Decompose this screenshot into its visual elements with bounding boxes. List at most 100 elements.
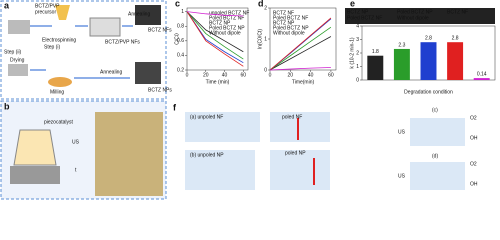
- y-tick-label: 2: [356, 50, 359, 56]
- label: t: [75, 167, 77, 173]
- label: (d): [432, 153, 438, 159]
- x-tick-label: 20: [203, 72, 209, 78]
- y-tick-label: 4: [356, 23, 359, 29]
- label: OH: [470, 181, 478, 187]
- legend-label: Poled BCTZ NP: [209, 25, 245, 31]
- y-tick-label: 1: [264, 36, 267, 42]
- value-label: 1.8: [372, 49, 379, 55]
- label: US: [398, 173, 406, 179]
- series-line: [269, 26, 332, 71]
- stirrer: [8, 20, 30, 34]
- x-tick-label: 20: [288, 72, 294, 78]
- label: b: [4, 101, 10, 111]
- legend-label: Poled BCTZ NF: [273, 15, 308, 21]
- y-tick-label: 0: [264, 67, 267, 73]
- label: BCTZ/PVP NFs: [105, 39, 140, 45]
- y-tick-label: 1: [181, 9, 184, 15]
- y-tick-label: 0: [356, 77, 359, 83]
- label: Annealing: [128, 11, 150, 17]
- label: Step (ii): [4, 49, 22, 55]
- page: a BCTZ/PVP precursor Electrospinning Step (i…: [0, 0, 496, 200]
- label: c: [175, 0, 180, 8]
- x-tick-label: 0: [186, 72, 189, 78]
- series-line: [269, 36, 332, 71]
- series-line: [186, 11, 244, 17]
- y-tick-label: 1: [356, 64, 359, 70]
- label: piezocatalyst: [44, 119, 74, 125]
- legend-label: Without dipole: [209, 30, 241, 36]
- value-label: 2.8: [452, 36, 459, 42]
- legend-label: Poled BCTZ NP: [273, 25, 309, 31]
- label: BCTZ NPs: [148, 87, 172, 93]
- bar: [447, 42, 464, 80]
- label: (a) unpoled NF: [190, 114, 223, 120]
- sonicator: [10, 166, 60, 184]
- label: BCTZ NFs: [148, 27, 172, 33]
- y-tick-label: 0.4: [177, 53, 184, 59]
- label: Annealing: [100, 69, 122, 75]
- legend-label: unpoled BCTZ NF: [209, 10, 249, 16]
- f-box6: [410, 162, 465, 190]
- dryer: [8, 64, 28, 76]
- f-box5: [410, 118, 465, 146]
- series-line: [186, 11, 244, 53]
- legend-label: Poled BCTZ NP: [397, 9, 433, 15]
- y-axis-label: k (10-2 min-1): [349, 37, 355, 68]
- f-box3: [185, 150, 255, 190]
- label: a: [4, 0, 10, 10]
- label: poled NP: [285, 150, 306, 156]
- label: (b) unpoled NP: [190, 152, 224, 158]
- e-legend-bg: [345, 8, 495, 24]
- legend-label: BCTZ NP: [273, 20, 295, 26]
- label: Drying: [10, 57, 25, 63]
- legend-label: Poled BCTZ NF: [209, 15, 244, 21]
- np-image: [135, 62, 161, 84]
- label: poled NF: [282, 114, 302, 120]
- bar: [393, 48, 410, 80]
- collector: [89, 17, 121, 37]
- label: OH: [470, 135, 478, 141]
- value-label: 2.8: [425, 36, 432, 42]
- x-axis-label: Time (min): [206, 79, 230, 85]
- dipole-arrows: [297, 118, 315, 185]
- f-box2: [270, 112, 330, 142]
- series-line: [269, 17, 332, 71]
- value-label: 0.14: [477, 71, 487, 77]
- bar: [420, 42, 437, 80]
- x-tick-label: 60: [328, 72, 334, 78]
- nf-image: [135, 5, 161, 25]
- y-tick-label: 0.8: [177, 24, 184, 30]
- y-tick-label: 2: [264, 5, 267, 11]
- label: (c): [432, 107, 438, 113]
- legend-label: Without dipole: [273, 30, 305, 36]
- x-tick-label: 40: [222, 72, 228, 78]
- legend-label: BCTZ NF: [273, 10, 294, 16]
- x-axis-label: Time(min): [292, 79, 315, 85]
- label: O2: [470, 115, 477, 121]
- syringe: [55, 5, 70, 20]
- mortar: [48, 77, 72, 87]
- y-tick-label: 3: [356, 37, 359, 43]
- f-box1: [185, 112, 260, 142]
- x-tick-label: 60: [241, 72, 247, 78]
- legend-label: Poled BCTZ NF: [347, 15, 382, 21]
- label: US: [398, 129, 406, 135]
- value-label: 2.3: [398, 42, 405, 48]
- legend-label: BCTZ NP: [347, 9, 369, 15]
- flask: [13, 129, 57, 166]
- label: BCTZ/PVP: [35, 3, 60, 9]
- y-axis-label: C/C0: [174, 33, 180, 45]
- y-axis-label: ln(C0/Ct): [257, 29, 263, 49]
- f-box4: [270, 150, 330, 190]
- bar: [473, 78, 490, 80]
- label: Electrospinning: [42, 37, 76, 43]
- bar: [367, 55, 384, 80]
- label: d: [258, 0, 264, 8]
- x-tick-label: 0: [269, 72, 272, 78]
- plot-frame: [186, 7, 249, 71]
- x-tick-label: 40: [308, 72, 314, 78]
- legend-label: BCTZ NF: [447, 9, 468, 15]
- vials-photo: [95, 112, 163, 196]
- label: f: [173, 102, 177, 112]
